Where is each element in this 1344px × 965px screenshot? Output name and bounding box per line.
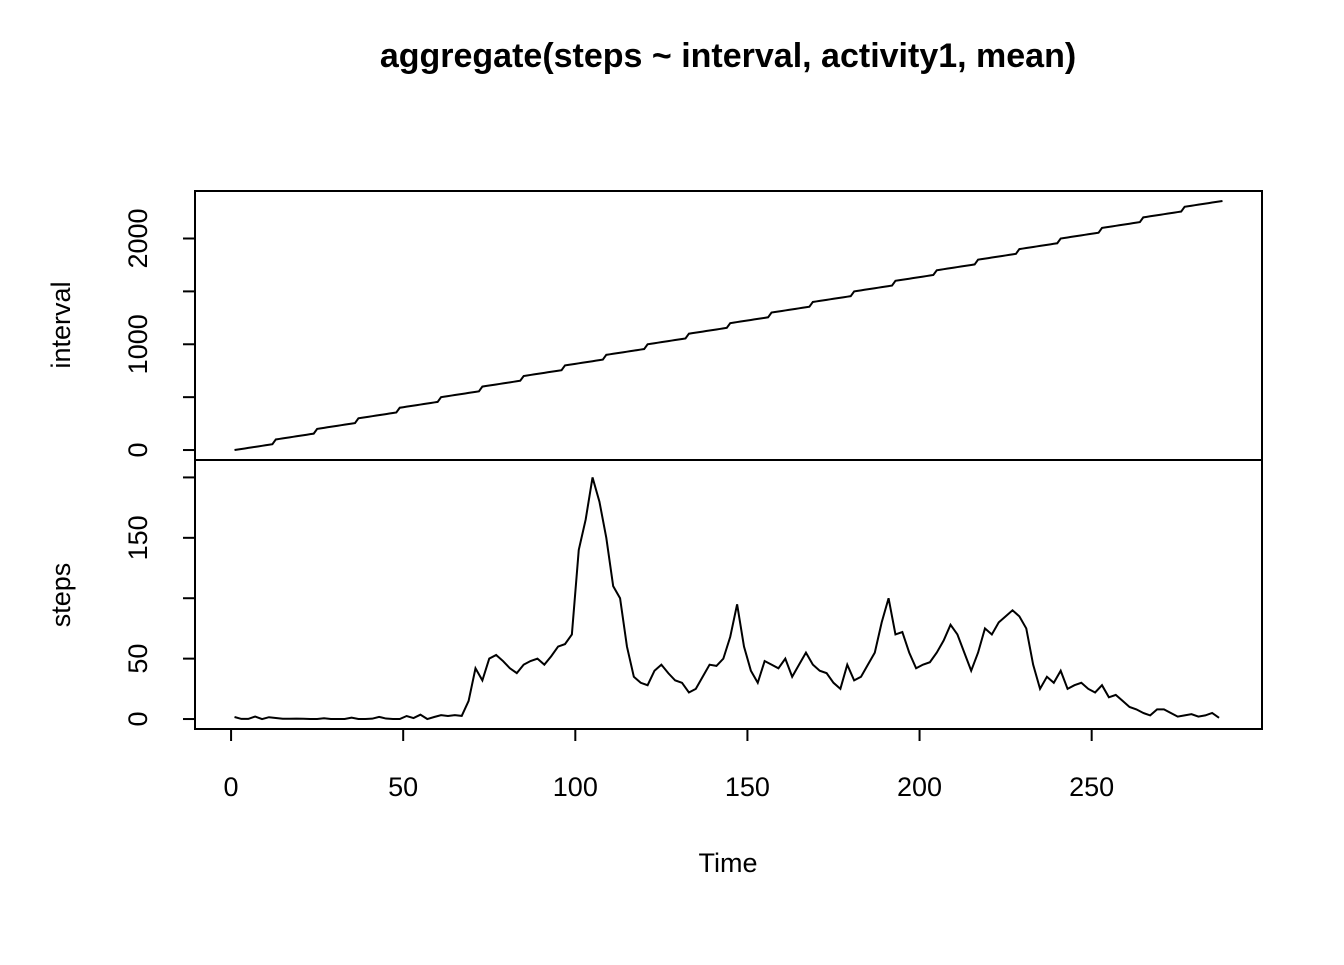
y-tick-label: 0: [123, 443, 153, 458]
y-tick-label: 2000: [123, 208, 153, 268]
x-tick-label: 50: [388, 772, 418, 802]
y-tick-label: 0: [123, 712, 153, 727]
x-axis-label: Time: [699, 848, 758, 878]
x-tick-label: 250: [1069, 772, 1114, 802]
y-tick-label: 150: [123, 515, 153, 560]
y-axis-label: steps: [46, 563, 76, 628]
x-tick-label: 200: [897, 772, 942, 802]
data-line: [234, 477, 1220, 721]
x-tick-label: 150: [725, 772, 770, 802]
panel-box: [194, 459, 1263, 730]
y-tick-label: 1000: [123, 314, 153, 374]
y-axis-label: interval: [46, 281, 76, 368]
x-tick-label: 0: [224, 772, 239, 802]
x-tick-label: 100: [553, 772, 598, 802]
data-line: [234, 199, 1223, 452]
chart-title: aggregate(steps ~ interval, activity1, m…: [380, 37, 1076, 75]
y-tick-label: 50: [123, 644, 153, 674]
